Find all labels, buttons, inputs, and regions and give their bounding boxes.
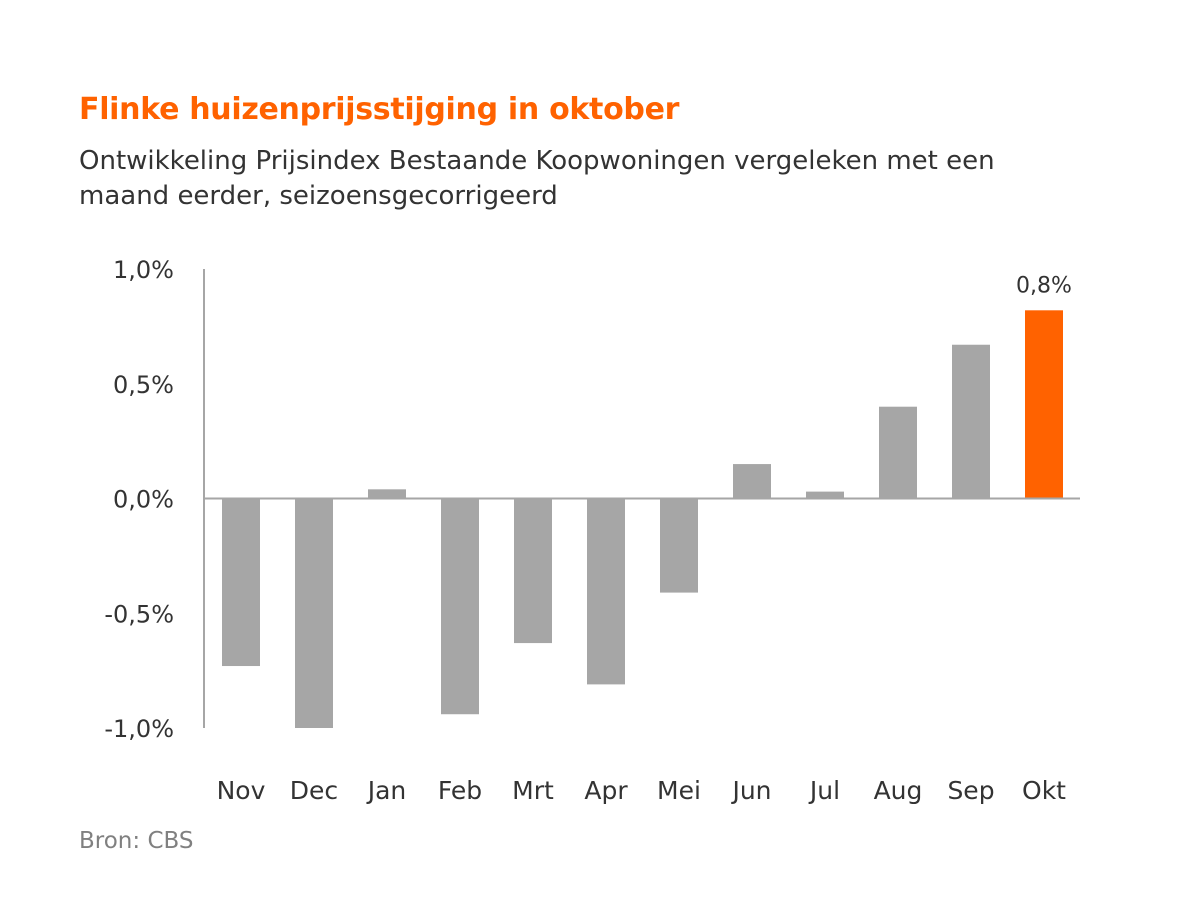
x-tick-label: Jun (730, 776, 771, 805)
x-tick-label: Jan (366, 776, 407, 805)
x-tick-label: Aug (874, 776, 923, 805)
bar-apr (587, 498, 625, 685)
bar-okt (1025, 310, 1063, 499)
y-tick-labels: 1,0% 0,5% 0,0% -0,5% -1,0% (104, 256, 174, 743)
bar-jan (368, 489, 406, 499)
x-tick-label: Jul (808, 776, 840, 805)
x-category-labels: Nov Dec Jan Feb Mrt Apr Mei Jun Jul Aug Sep Okt (217, 776, 1067, 805)
chart-title: Flinke huizenprijsstijging in oktober (79, 92, 680, 127)
y-tick-label: -1,0% (104, 715, 174, 743)
bar-aug (879, 406, 917, 499)
chart-subtitle: Ontwikkeling Prijsindex Bestaande Koopwo… (79, 146, 995, 211)
bar-nov (222, 498, 260, 667)
y-tick-label: 1,0% (113, 256, 174, 284)
bar-sep (952, 344, 990, 499)
source-note: Bron: CBS (79, 828, 194, 854)
x-tick-label: Mei (657, 776, 701, 805)
data-labels: 0,8% (1016, 273, 1072, 298)
bar-feb (441, 498, 479, 715)
data-label: 0,8% (1016, 273, 1072, 298)
bar-jul (806, 491, 844, 499)
bar-jun (733, 464, 771, 499)
bars (222, 310, 1063, 728)
y-tick-label: -0,5% (104, 600, 174, 628)
x-tick-label: Mrt (512, 776, 554, 805)
y-tick-label: 0,5% (113, 371, 174, 399)
x-tick-label: Sep (947, 776, 994, 805)
x-tick-label: Apr (584, 776, 628, 805)
y-tick-label: 0,0% (113, 486, 174, 514)
bar-mrt (514, 498, 552, 644)
bar-dec (295, 498, 333, 728)
x-tick-label: Okt (1022, 776, 1066, 805)
x-tick-label: Feb (438, 776, 482, 805)
bar-mei (660, 498, 698, 593)
x-tick-label: Dec (290, 776, 338, 805)
x-tick-label: Nov (217, 776, 266, 805)
